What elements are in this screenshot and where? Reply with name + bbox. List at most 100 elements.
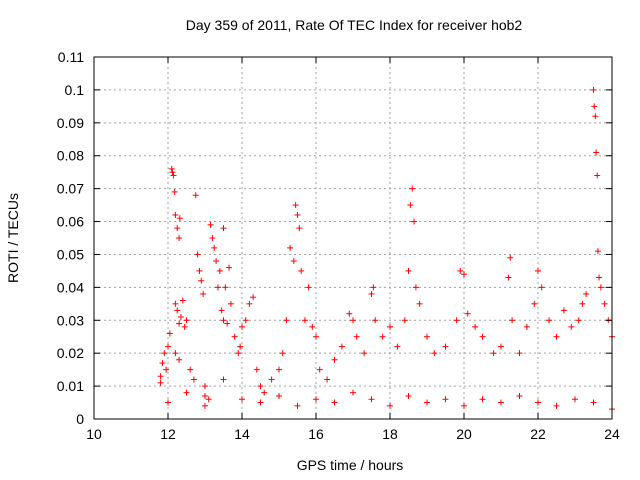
data-point bbox=[442, 396, 449, 403]
data-point bbox=[305, 284, 312, 291]
data-point bbox=[309, 323, 316, 330]
data-point bbox=[350, 317, 356, 324]
data-point bbox=[257, 383, 264, 390]
data-point bbox=[412, 284, 419, 291]
grid bbox=[94, 57, 612, 419]
data-point bbox=[411, 218, 418, 225]
data-point bbox=[407, 202, 414, 209]
data-point bbox=[235, 350, 242, 357]
y-tick-label: 0.07 bbox=[57, 181, 84, 197]
data-point bbox=[239, 396, 245, 403]
y-tick-label: 0.01 bbox=[57, 378, 84, 394]
y-tick-label: 0.11 bbox=[58, 49, 84, 65]
x-tick-label: 16 bbox=[308, 426, 324, 442]
data-point bbox=[579, 300, 586, 307]
data-point bbox=[161, 350, 168, 357]
data-point bbox=[509, 317, 516, 324]
data-point bbox=[226, 264, 233, 271]
x-tick-label: 22 bbox=[530, 426, 546, 442]
data-point bbox=[416, 300, 423, 307]
data-point bbox=[207, 221, 214, 228]
data-point bbox=[453, 317, 460, 324]
data-point bbox=[596, 274, 603, 281]
data-point bbox=[192, 192, 199, 199]
data-point bbox=[523, 323, 530, 330]
data-point bbox=[214, 284, 221, 291]
data-point bbox=[316, 366, 323, 373]
data-point bbox=[368, 396, 375, 403]
data-point bbox=[213, 258, 220, 265]
x-tick-label: 18 bbox=[382, 426, 398, 442]
data-point bbox=[194, 251, 201, 258]
y-axis-title: ROTI / TECUs bbox=[5, 193, 21, 283]
data-point bbox=[181, 323, 188, 330]
data-point bbox=[387, 402, 393, 409]
data-point bbox=[220, 225, 227, 232]
data-point bbox=[257, 399, 264, 406]
data-point bbox=[220, 317, 227, 324]
data-point bbox=[353, 333, 360, 340]
x-axis: 10 12 14 16 18 20 22 24 bbox=[86, 57, 620, 442]
data-point bbox=[202, 383, 208, 390]
data-point bbox=[591, 103, 598, 110]
data-point bbox=[200, 290, 207, 297]
data-point bbox=[157, 373, 164, 380]
data-point bbox=[168, 165, 175, 172]
data-point bbox=[220, 376, 227, 383]
plot-frame bbox=[93, 56, 613, 420]
data-point bbox=[163, 366, 170, 373]
data-point bbox=[268, 376, 275, 383]
data-point bbox=[176, 356, 183, 363]
data-point bbox=[490, 350, 497, 357]
data-point bbox=[575, 317, 582, 324]
x-tick-label: 20 bbox=[456, 426, 472, 442]
y-tick-label: 0.06 bbox=[57, 214, 84, 230]
data-point bbox=[253, 366, 260, 373]
data-point bbox=[409, 185, 416, 192]
y-axis: 0 0.01 0.02 0.03 0.04 0.05 0.06 0.07 0.08 0.09 0.1… bbox=[57, 49, 612, 427]
data-point bbox=[301, 317, 308, 324]
data-point bbox=[498, 399, 504, 406]
data-point bbox=[361, 350, 368, 357]
data-point bbox=[457, 267, 464, 274]
data-point bbox=[250, 294, 257, 301]
data-point bbox=[350, 389, 356, 396]
data-point bbox=[535, 399, 541, 406]
data-point bbox=[590, 86, 597, 93]
data-point bbox=[157, 379, 164, 386]
y-tick-label: 0.1 bbox=[65, 82, 85, 98]
data-point bbox=[553, 333, 560, 340]
data-point bbox=[516, 350, 523, 357]
data-point bbox=[597, 284, 604, 291]
data-point bbox=[159, 360, 166, 367]
data-point bbox=[507, 254, 514, 261]
data-point bbox=[590, 399, 597, 406]
data-point bbox=[296, 225, 303, 232]
data-point bbox=[394, 343, 401, 350]
y-tick-label: 0.02 bbox=[57, 345, 84, 361]
data-point bbox=[224, 320, 231, 327]
x-tick-label: 12 bbox=[160, 426, 176, 442]
data-point bbox=[464, 310, 471, 317]
data-point bbox=[583, 290, 590, 297]
data-point bbox=[479, 396, 486, 403]
data-point bbox=[298, 267, 305, 274]
data-point bbox=[222, 284, 229, 291]
data-point bbox=[246, 300, 253, 307]
data-point bbox=[211, 244, 218, 251]
y-tick-label: 0 bbox=[76, 411, 84, 427]
data-point bbox=[331, 356, 338, 363]
data-point bbox=[187, 366, 194, 373]
data-point bbox=[172, 300, 179, 307]
data-point bbox=[198, 277, 205, 284]
data-point bbox=[401, 317, 408, 324]
data-point bbox=[205, 396, 212, 403]
data-point bbox=[442, 343, 449, 350]
x-tick-label: 10 bbox=[86, 426, 102, 442]
data-point bbox=[593, 149, 600, 156]
data-point bbox=[405, 392, 412, 399]
data-point bbox=[479, 333, 486, 340]
data-point bbox=[292, 202, 299, 209]
y-tick-label: 0.05 bbox=[57, 246, 84, 262]
